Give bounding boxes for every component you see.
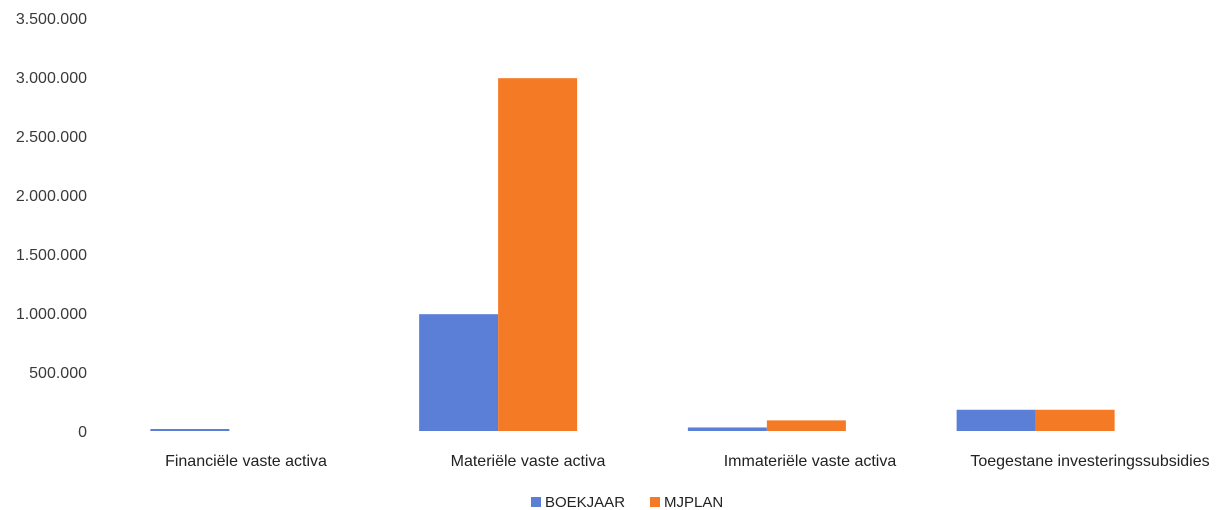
bar-mjplan-1 bbox=[498, 78, 578, 432]
y-tick-label: 3.500.000 bbox=[16, 11, 87, 28]
bar-boekjaar-2 bbox=[687, 427, 767, 431]
x-category-label: Immateriële vaste activa bbox=[724, 453, 897, 470]
bar-mjplan-2 bbox=[766, 420, 846, 431]
y-tick-label: 1.000.000 bbox=[16, 306, 87, 323]
y-tick-label: 1.500.000 bbox=[16, 247, 87, 264]
bar-boekjaar-0 bbox=[150, 429, 230, 431]
bar-boekjaar-1 bbox=[419, 314, 499, 431]
x-category-label: Materiële vaste activa bbox=[451, 453, 606, 470]
y-tick-label: 0 bbox=[78, 424, 87, 441]
bars bbox=[150, 78, 1115, 432]
y-tick-label: 3.000.000 bbox=[16, 70, 87, 87]
y-axis: 0 500.000 1.000.000 1.500.000 2.000.000 2.500… bbox=[16, 11, 87, 441]
x-axis: Financiële vaste activa Materiële vaste a… bbox=[165, 453, 1210, 470]
x-category-label: Financiële vaste activa bbox=[165, 453, 327, 470]
x-category-label: Toegestane investeringssubsidies bbox=[970, 453, 1209, 470]
y-tick-label: 500.000 bbox=[29, 365, 87, 382]
legend-swatch-boekjaar bbox=[531, 497, 541, 507]
bar-mjplan-3 bbox=[1035, 409, 1115, 431]
legend-swatch-mjplan bbox=[650, 497, 660, 507]
bar-boekjaar-3 bbox=[956, 409, 1036, 431]
legend-label-mjplan: MJPLAN bbox=[664, 494, 723, 510]
y-tick-label: 2.000.000 bbox=[16, 188, 87, 205]
legend-label-boekjaar: BOEKJAAR bbox=[545, 494, 625, 510]
legend: BOEKJAAR MJPLAN bbox=[531, 494, 723, 510]
y-tick-label: 2.500.000 bbox=[16, 129, 87, 146]
